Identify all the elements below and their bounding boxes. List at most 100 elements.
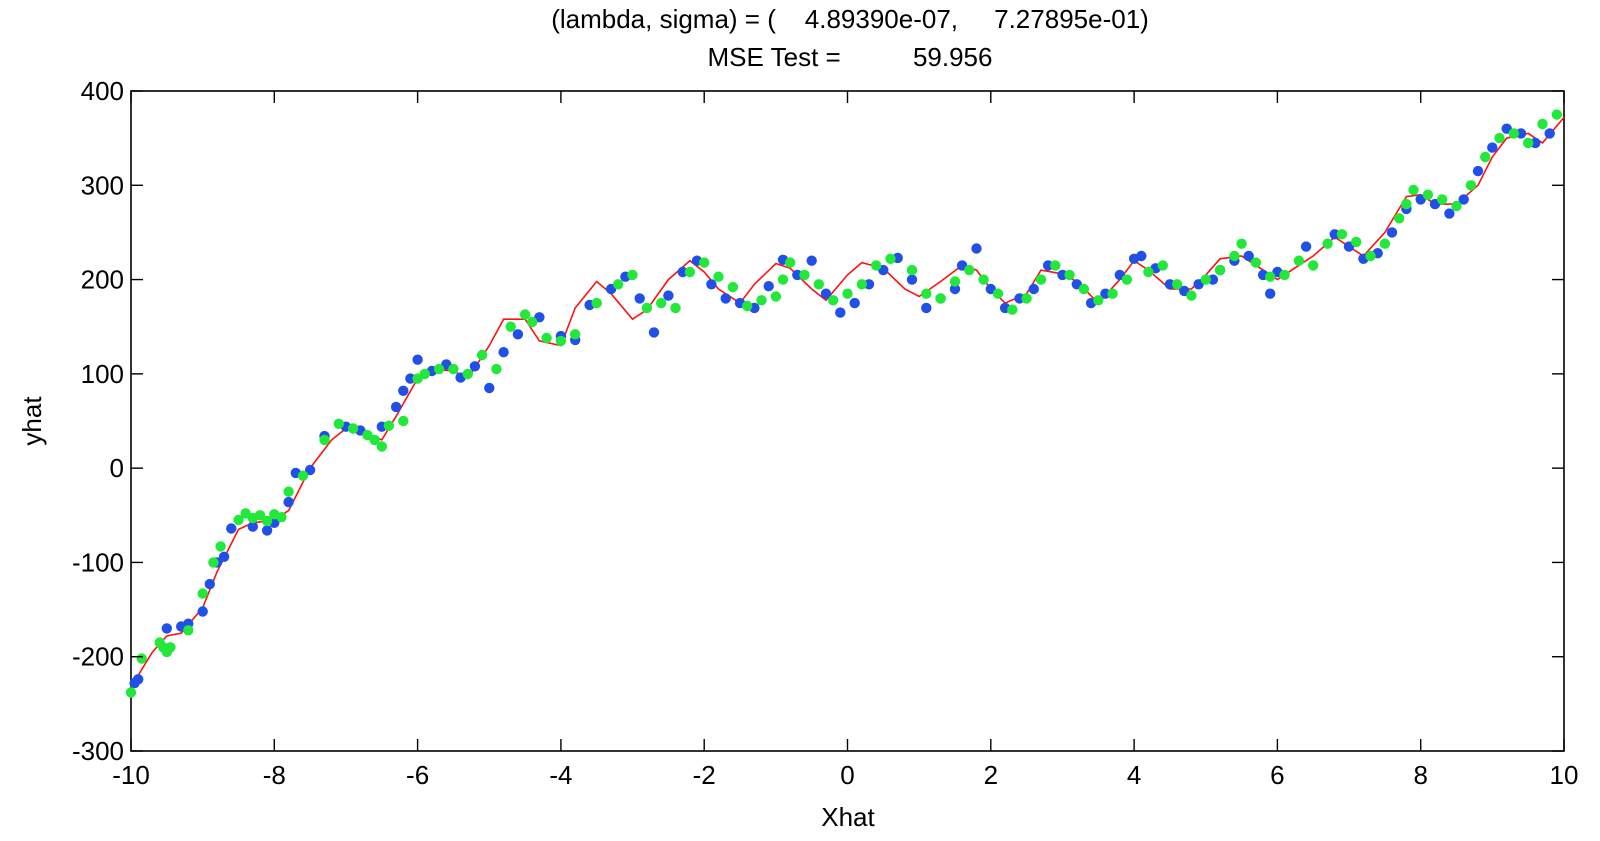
data-point [949, 283, 961, 295]
y-tick-label: 0 [110, 453, 124, 483]
data-point [512, 329, 524, 340]
data-point [233, 514, 244, 526]
data-point [204, 578, 215, 590]
y-tick-label: 100 [81, 359, 124, 389]
data-point [319, 434, 330, 446]
data-point [1386, 227, 1398, 238]
data-point [1243, 250, 1254, 262]
data-point [1401, 198, 1412, 210]
data-point [627, 269, 638, 281]
data-point [398, 385, 409, 396]
data-point [885, 253, 896, 264]
data-point [806, 255, 817, 266]
data-point [1472, 165, 1484, 177]
x-tick-label: 8 [1413, 760, 1427, 790]
data-point [1078, 283, 1090, 295]
data-point [1042, 260, 1054, 271]
data-point [1171, 279, 1183, 290]
data-point [1028, 283, 1040, 295]
data-point [197, 606, 208, 617]
data-point [125, 687, 137, 698]
data-point [419, 368, 430, 380]
data-point [684, 266, 696, 278]
data-point [921, 302, 932, 314]
data-point [1336, 229, 1348, 240]
data-point [1444, 208, 1455, 219]
data-point [720, 293, 731, 304]
data-point [677, 266, 688, 278]
y-tick-label: -300 [72, 736, 124, 766]
data-point [1300, 241, 1312, 252]
x-tick-label: -8 [263, 760, 286, 790]
data-point [835, 307, 846, 318]
data-point [820, 288, 832, 299]
data-point [1121, 274, 1133, 285]
data-point [964, 264, 975, 276]
axes-layer: -10 -8 -6 -4 -2 0 2 4 6 8 10 400 300 200 100 0 -100 -200 -… [72, 76, 1579, 790]
data-point [498, 347, 509, 358]
x-tick-label: 6 [1270, 760, 1284, 790]
data-point [1236, 238, 1247, 249]
data-point [1451, 200, 1462, 212]
y-tick-label: 300 [81, 170, 124, 200]
data-point [215, 541, 226, 552]
data-point [390, 401, 402, 413]
data-point [376, 441, 387, 452]
data-point [1458, 194, 1469, 205]
data-point [1487, 142, 1498, 153]
data-point [519, 309, 531, 320]
chart-title-line-1: (lambda, sigma) = ( 4.89390e-07, 7.27895… [551, 4, 1149, 34]
y-tick-label: -100 [72, 547, 124, 577]
data-point [347, 423, 359, 434]
data-point [136, 653, 147, 664]
data-point [297, 470, 309, 481]
data-point [813, 279, 824, 290]
data-point [484, 382, 495, 394]
data-point [1322, 238, 1333, 249]
data-point [648, 327, 660, 338]
data-point [906, 264, 918, 276]
data-point [634, 293, 645, 304]
data-point [670, 302, 681, 314]
data-point [935, 293, 946, 304]
data-point [1508, 128, 1520, 139]
data-point [304, 464, 316, 476]
y-tick-label: 400 [81, 76, 124, 106]
data-point [448, 363, 459, 375]
data-point [727, 281, 739, 293]
data-point [398, 415, 409, 427]
data-point [792, 269, 803, 281]
data-point [527, 316, 538, 328]
x-tick-label: -2 [693, 760, 716, 790]
data-point [663, 290, 674, 301]
data-point [462, 368, 473, 380]
chart-title: (lambda, sigma) = ( 4.89390e-07, 7.27895… [551, 4, 1149, 72]
data-point [165, 642, 176, 653]
chart-title-line-2: MSE Test = 59.956 [708, 42, 993, 72]
data-point [828, 295, 839, 306]
data-point [641, 302, 653, 314]
data-point [1329, 229, 1340, 240]
data-point [133, 674, 144, 685]
data-point [1093, 295, 1104, 306]
data-point [1143, 266, 1154, 278]
data-point [555, 335, 567, 347]
data-point [971, 243, 982, 254]
data-point [283, 486, 294, 497]
data-point [283, 496, 294, 508]
data-point [742, 300, 753, 312]
data-point [1186, 290, 1197, 301]
data-point [254, 510, 266, 521]
x-tick-label: 2 [984, 760, 998, 790]
data-point [226, 523, 237, 534]
data-point [699, 257, 710, 268]
fit-curve-line [130, 116, 1565, 688]
data-point [1021, 293, 1032, 304]
data-point [1214, 264, 1226, 276]
data-point [1200, 274, 1212, 285]
data-point [469, 361, 481, 372]
data-point [1050, 260, 1061, 271]
data-point [369, 434, 380, 446]
